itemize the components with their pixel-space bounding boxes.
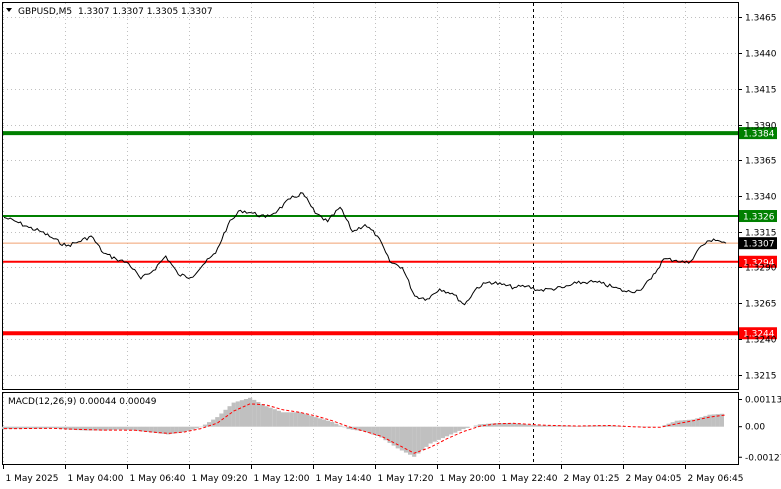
axis-layer: 1 May 2025 1 May 04:00 1 May 06:40 1 May 09… — [3, 14, 781, 484]
macd-y-tick-label: 0.00113 — [745, 395, 781, 405]
x-tick-label: 1 May 2025 — [6, 474, 59, 484]
macd-label: MACD(12,26,9) 0.00044 0.00049 — [8, 397, 157, 407]
current-price-tag — [739, 237, 777, 250]
x-tick-label: 1 May 14:40 — [316, 474, 372, 484]
support-level-label: 1.3244 — [743, 330, 775, 340]
y-tick-label: 1.3265 — [745, 300, 777, 310]
grid-layer — [3, 3, 738, 464]
collapse-triangle-icon[interactable] — [6, 8, 12, 12]
x-tick-label: 1 May 09:20 — [192, 474, 248, 484]
symbol-label: GBPUSD,M5 — [18, 7, 72, 17]
y-tick-label: 1.3240 — [745, 336, 777, 346]
current-price-label: 1.3307 — [743, 240, 775, 250]
x-tick-label: 1 May 20:00 — [440, 474, 496, 484]
support-level-tag — [739, 327, 777, 340]
y-tick-label: 1.3390 — [745, 122, 777, 132]
resistance-level-tag — [739, 127, 777, 140]
x-tick-label: 1 May 04:00 — [68, 474, 124, 484]
x-tick-label: 2 May 01:25 — [564, 474, 620, 484]
y-tick-label: 1.3215 — [745, 372, 777, 382]
x-tick-label: 1 May 17:20 — [378, 474, 434, 484]
price-layer — [3, 192, 727, 306]
resistance-level-label: 1.3326 — [743, 213, 775, 223]
x-tick-label: 1 May 12:00 — [254, 474, 310, 484]
resistance-level-label: 1.3384 — [743, 130, 775, 140]
support-level-label: 1.3294 — [743, 258, 775, 268]
x-tick-label: 2 May 04:05 — [626, 474, 682, 484]
resistance-level-tag — [739, 210, 777, 223]
y-tick-label: 1.3365 — [745, 157, 777, 167]
macd-layer — [1, 397, 727, 457]
support-level-tag — [739, 255, 777, 268]
y-tick-label: 1.3440 — [745, 50, 777, 60]
macd-y-tick-label: 0.00 — [745, 423, 765, 433]
chart-header: GBPUSD,M5 1.3307 1.3307 1.3305 1.3307 — [6, 7, 213, 17]
level-layer: 1.3384 1.3326 1.3294 1.3244 1.3307 — [3, 127, 777, 340]
y-tick-label: 1.3415 — [745, 86, 777, 96]
price-line — [3, 192, 727, 306]
x-tick-label: 2 May 06:45 — [688, 474, 744, 484]
ohlc-values: 1.3307 1.3307 1.3305 1.3307 — [78, 7, 213, 17]
macd-y-tick-label: -0.00127 — [745, 453, 781, 463]
x-tick-label: 1 May 22:40 — [502, 474, 558, 484]
y-tick-label: 1.3340 — [745, 193, 777, 203]
y-tick-label: 1.3465 — [745, 14, 777, 24]
macd-signal-line — [4, 403, 727, 454]
y-tick-label: 1.3315 — [745, 229, 777, 239]
x-tick-label: 1 May 06:40 — [130, 474, 186, 484]
y-tick-label: 1.3290 — [745, 264, 777, 274]
